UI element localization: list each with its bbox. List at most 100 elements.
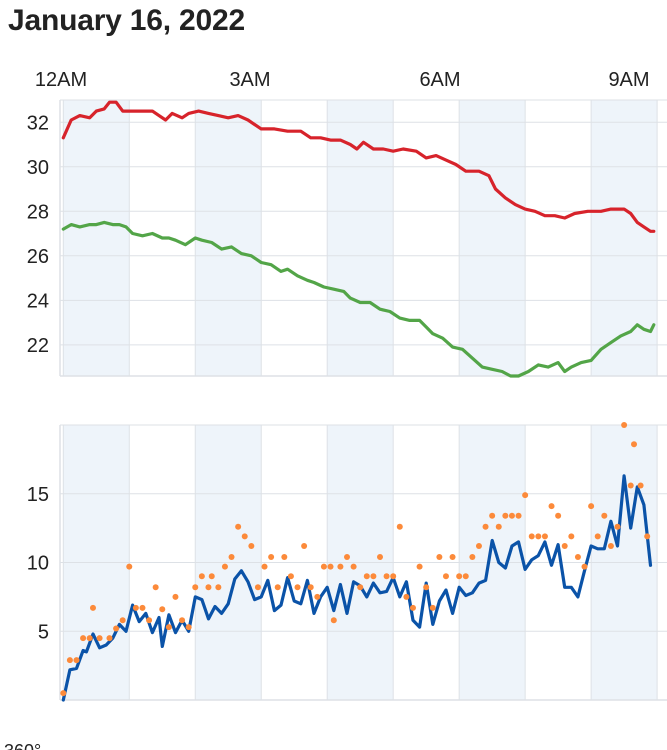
wind-point-orange-31 xyxy=(261,563,268,570)
wind-point-orange-89 xyxy=(637,482,644,489)
wind-point-orange-10 xyxy=(126,563,133,570)
wind-point-orange-8 xyxy=(113,625,120,632)
x-tick-label-6am: 6AM xyxy=(419,69,460,91)
wind-point-orange-35 xyxy=(287,573,294,580)
wind-point-orange-85 xyxy=(614,523,621,530)
wind-point-orange-51 xyxy=(390,573,397,580)
wind-point-orange-1 xyxy=(66,657,73,664)
wind-point-orange-83 xyxy=(601,512,608,519)
wind-point-orange-55 xyxy=(416,563,423,570)
wind-point-orange-48 xyxy=(370,573,377,580)
wind-point-orange-41 xyxy=(327,563,334,570)
wind-point-orange-14 xyxy=(152,584,159,591)
wind-point-orange-59 xyxy=(442,573,449,580)
wind-point-orange-43 xyxy=(337,563,344,570)
wind-point-orange-88 xyxy=(631,441,638,448)
wind-point-orange-56 xyxy=(423,584,430,591)
wind-point-orange-49 xyxy=(376,554,383,560)
wind-point-orange-24 xyxy=(215,584,222,591)
wind-point-orange-15 xyxy=(159,606,166,613)
wind-point-orange-70 xyxy=(515,512,522,519)
x-tick-label-3am: 3AM xyxy=(229,69,270,91)
wind-point-orange-33 xyxy=(274,584,281,591)
wind-point-orange-82 xyxy=(594,533,601,540)
wind-point-orange-40 xyxy=(320,563,327,570)
wind-point-orange-34 xyxy=(281,554,288,560)
temperature-y-tick-label: 30 xyxy=(27,157,49,179)
wind-point-orange-29 xyxy=(248,543,255,549)
wind-point-orange-44 xyxy=(344,554,351,560)
wind-point-orange-13 xyxy=(146,617,153,624)
wind-point-orange-61 xyxy=(456,573,463,580)
wind-point-orange-32 xyxy=(268,554,275,560)
page-title: January 16, 2022 xyxy=(8,4,245,37)
wind-point-orange-54 xyxy=(409,604,416,611)
wind-point-orange-63 xyxy=(469,554,476,560)
wind-point-orange-37 xyxy=(301,543,308,549)
wind-point-orange-23 xyxy=(208,573,215,580)
wind-point-orange-64 xyxy=(475,543,482,549)
wind-point-orange-69 xyxy=(508,512,515,519)
wind-point-orange-6 xyxy=(96,635,103,642)
temperature-series-line-red xyxy=(61,100,656,233)
wind-point-orange-22 xyxy=(205,584,212,591)
wind-point-orange-20 xyxy=(192,584,199,591)
wind-point-orange-4 xyxy=(86,635,93,642)
wind-point-orange-47 xyxy=(363,573,370,580)
wind-point-orange-21 xyxy=(198,573,205,580)
wind-point-orange-60 xyxy=(449,554,456,560)
wind-point-orange-30 xyxy=(254,584,261,591)
wind-point-orange-62 xyxy=(462,573,469,580)
temperature-band-1 xyxy=(195,100,262,376)
wind-point-orange-68 xyxy=(502,512,509,519)
wind-point-orange-67 xyxy=(495,523,502,530)
wind-point-orange-79 xyxy=(574,554,581,560)
wind-point-orange-2 xyxy=(73,657,80,664)
wind-point-orange-38 xyxy=(307,584,314,591)
wind-point-orange-65 xyxy=(482,523,489,530)
wind-point-orange-3 xyxy=(80,635,87,642)
wind-point-orange-72 xyxy=(528,533,535,540)
wind-y-tick-label: 15 xyxy=(27,484,49,506)
wind-point-orange-25 xyxy=(221,563,228,570)
wind-point-orange-16 xyxy=(165,624,172,631)
temperature-y-tick-label: 24 xyxy=(27,290,49,312)
wind-point-orange-74 xyxy=(541,533,548,540)
wind-point-orange-9 xyxy=(119,617,126,624)
temperature-band-3 xyxy=(459,100,526,376)
wind-point-orange-87 xyxy=(627,482,634,489)
wind-series-line-blue xyxy=(61,474,653,702)
wind-point-orange-73 xyxy=(535,533,542,540)
wind-point-orange-71 xyxy=(522,492,529,499)
wind-point-orange-53 xyxy=(403,593,410,600)
wind-point-orange-66 xyxy=(489,512,496,519)
wind-point-orange-77 xyxy=(561,543,568,549)
top-x-axis: 12AM 3AM 6AM 9AM xyxy=(35,69,650,91)
wind-y-tick-label: 5 xyxy=(38,621,49,643)
temperature-y-tick-label: 28 xyxy=(27,201,49,223)
x-tick-label-9am: 9AM xyxy=(608,69,649,91)
wind-point-orange-86 xyxy=(621,422,628,428)
temperature-chart: 22 24 26 28 30 32 xyxy=(27,99,667,378)
wind-point-orange-45 xyxy=(350,563,357,570)
wind-point-orange-7 xyxy=(106,635,113,642)
x-tick-label-12am: 12AM xyxy=(35,69,87,91)
wind-point-orange-52 xyxy=(396,523,403,530)
wind-point-orange-90 xyxy=(644,533,651,540)
wind-point-orange-80 xyxy=(581,563,588,570)
wind-point-orange-57 xyxy=(429,604,436,611)
wind-point-orange-81 xyxy=(588,503,595,510)
wind-point-orange-39 xyxy=(314,593,321,600)
wind-point-orange-0 xyxy=(60,690,67,697)
wind-point-orange-50 xyxy=(383,573,390,580)
next-chart-y-tick-label: 360° xyxy=(4,741,41,750)
wind-point-orange-19 xyxy=(185,624,192,631)
wind-point-orange-5 xyxy=(89,604,96,611)
wind-point-orange-58 xyxy=(436,554,443,560)
temperature-band-0 xyxy=(63,100,130,376)
temperature-y-tick-label: 26 xyxy=(27,246,49,268)
wind-point-orange-18 xyxy=(179,617,186,624)
temperature-y-tick-label: 22 xyxy=(27,335,49,357)
wind-chart: 5 10 15 xyxy=(27,422,667,702)
